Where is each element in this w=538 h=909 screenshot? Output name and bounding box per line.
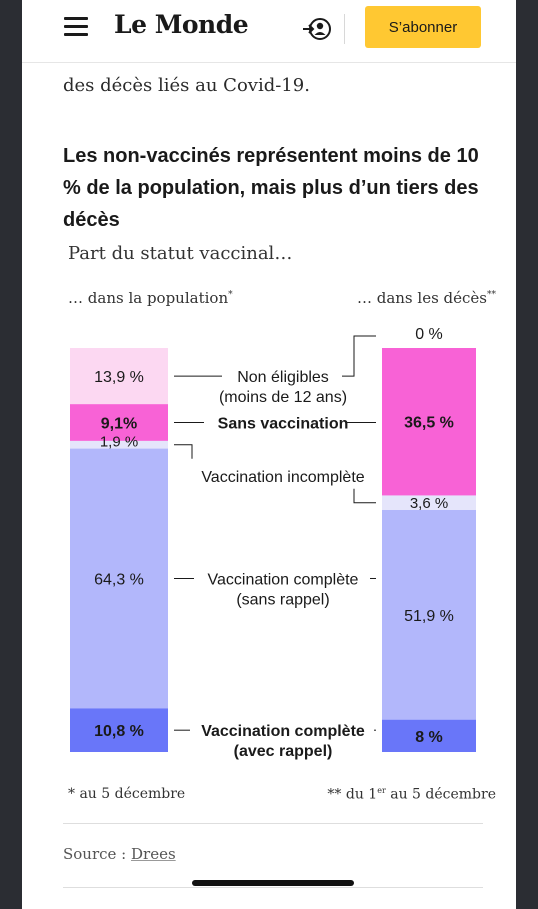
category-label-sans-vaccination-line-1: Sans vaccination <box>218 416 349 433</box>
value-label-deces-complete-sans-rappel: 51,9 % <box>404 608 454 625</box>
footnote-deaths-text-start: du 1 <box>341 786 378 803</box>
value-label-deces-sans-vaccination: 36,5 % <box>404 415 454 432</box>
category-label-complete-sans-rappel-line-2: (sans rappel) <box>236 591 329 608</box>
menu-icon[interactable] <box>64 17 88 39</box>
bar-segment-population-sans-vaccination <box>70 404 168 441</box>
bar-segment-deces-vaccination-incomplete <box>382 495 476 511</box>
bar-segment-population-non-eligibles <box>70 348 168 405</box>
column-header-deaths-text: … dans les décès <box>356 289 487 307</box>
stacked-bar-chart: 13,9 % 9,1%1,9 % 64,3 % 10,8 % 0 % 36,5 % 3,6 … <box>70 326 476 760</box>
site-logo[interactable]: Le Monde <box>114 10 249 39</box>
category-label-complete-avec-rappel-line-2: (avec rappel) <box>234 743 333 760</box>
value-label-population-sans-vaccination: 9,1% <box>101 416 137 433</box>
article-paragraph-end: des décès liés au Covid-19. <box>63 75 310 96</box>
footnote-population: * au 5 décembre <box>68 786 185 802</box>
connector-non-eligibles-right <box>342 335 376 377</box>
column-header-population: … dans la population* <box>68 289 233 307</box>
column-header-deaths-mark: ** <box>487 290 496 300</box>
phone-screen: Le Monde S’abonner des décès liés au Cov… <box>22 0 516 909</box>
home-indicator <box>192 880 354 886</box>
column-header-population-mark: * <box>228 290 233 300</box>
connector-incomplete-left <box>174 444 193 459</box>
column-header-population-text: … dans la population <box>68 289 229 307</box>
footnote-deaths-mark: ** <box>327 786 342 803</box>
bottom-divider <box>63 887 483 888</box>
bar-segment-deces-sans-vaccination <box>382 348 476 496</box>
value-label-population-complete-avec-rappel: 10,8 % <box>94 723 144 740</box>
connector-incomplete-right <box>353 488 376 504</box>
chart-title: Les non-vaccinés représentent moins de 1… <box>63 145 479 231</box>
subscribe-button[interactable]: S’abonner <box>365 6 481 48</box>
category-label-complete-avec-rappel-line-1: Vaccination complète <box>201 723 365 740</box>
top-navigation-bar: Le Monde S’abonner <box>22 0 516 63</box>
category-label-vaccination-incomplete-line-1: Vaccination incomplète <box>201 469 364 486</box>
category-label-non-eligibles-line-1: Non éligibles <box>237 369 329 386</box>
category-label-complete-sans-rappel-line-1: Vaccination complète <box>208 571 359 588</box>
bar-segment-deces-complete-sans-rappel <box>382 510 476 720</box>
value-label-deces-complete-avec-rappel: 8 % <box>415 729 443 746</box>
value-label-population-non-eligibles: 13,9 % <box>94 369 144 386</box>
bar-segment-population-complete-avec-rappel <box>70 708 168 752</box>
category-label-non-eligibles-line-2: (moins de 12 ans) <box>219 389 347 406</box>
source-line: Source : Drees <box>63 845 176 863</box>
bar-segment-population-complete-sans-rappel <box>70 448 168 709</box>
login-icon[interactable] <box>302 15 332 43</box>
footnote-population-mark: * <box>68 786 80 802</box>
footnote-deaths-sup: er <box>377 786 386 795</box>
chart-subtitle: Part du statut vaccinal… <box>68 243 293 264</box>
footnote-deaths-text-end: au 5 décembre <box>385 786 496 803</box>
value-label-deces-non-eligibles: 0 % <box>415 326 443 343</box>
value-label-deces-vaccination-incomplete: 3,6 % <box>410 495 448 512</box>
source-prefix: Source : <box>63 845 132 863</box>
value-label-population-complete-sans-rappel: 64,3 % <box>94 571 144 588</box>
footnote-population-text: au 5 décembre <box>79 786 186 802</box>
header-divider <box>344 14 345 44</box>
bar-segment-deces-complete-avec-rappel <box>382 719 476 752</box>
value-label-population-vaccination-incomplete: 1,9 % <box>100 434 138 451</box>
footnote-deaths: ** du 1er au 5 décembre <box>327 786 496 803</box>
column-header-deaths: … dans les décès** <box>357 289 496 307</box>
source-link[interactable]: Drees <box>131 845 176 863</box>
bar-segment-population-vaccination-incomplete <box>70 440 168 449</box>
footer-divider <box>63 823 483 824</box>
